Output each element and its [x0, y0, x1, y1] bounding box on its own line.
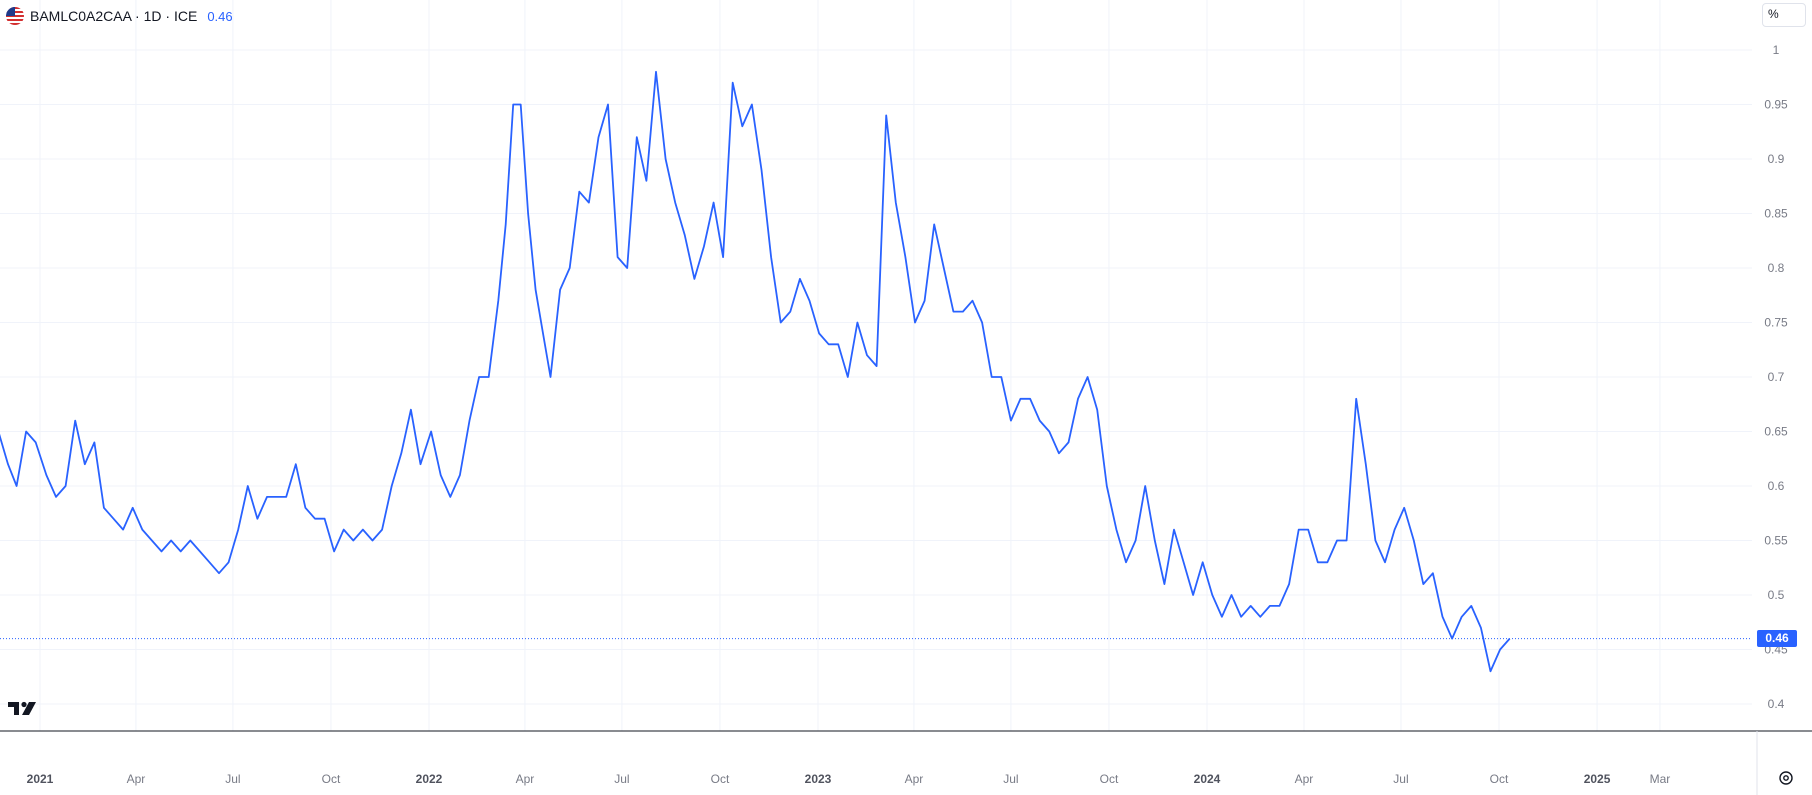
x-tick-label: Jul [225, 772, 240, 786]
y-tick-label: 1 [1773, 43, 1780, 57]
x-tick-label: Oct [711, 772, 730, 786]
y-tick-label: 0.95 [1764, 98, 1788, 112]
x-tick-label: Oct [322, 772, 341, 786]
x-tick-label: Apr [905, 772, 924, 786]
x-tick-label: 2023 [805, 772, 832, 786]
time-axis[interactable]: 2021 Apr Jul Oct 2022 Apr Jul Oct 2023 Apr Jul Oct 2… [27, 772, 1671, 786]
chart-grid [0, 0, 1752, 731]
x-tick-label: 2024 [1194, 772, 1221, 786]
y-tick-label: 0.6 [1768, 479, 1785, 493]
tradingview-logo-icon[interactable] [8, 699, 40, 724]
y-tick-label: 0.75 [1764, 316, 1788, 330]
x-tick-label: Jul [1003, 772, 1018, 786]
last-price-label: 0.46 [1757, 630, 1797, 648]
x-tick-label: Jul [614, 772, 629, 786]
y-tick-label: 0.7 [1768, 370, 1785, 384]
x-tick-label: 2021 [27, 772, 54, 786]
series-line [0, 70, 1511, 673]
y-tick-label: 0.85 [1764, 207, 1788, 221]
us-flag-icon [6, 7, 24, 25]
legend-symbol[interactable]: BAMLC0A2CAA · 1D · ICE [30, 8, 198, 24]
y-tick-label: 0.5 [1768, 588, 1785, 602]
x-tick-label: 2022 [416, 772, 443, 786]
unit-button[interactable]: % [1762, 3, 1806, 27]
settings-icon[interactable] [1777, 769, 1795, 787]
legend-last-value: 0.46 [207, 8, 233, 24]
y-tick-label: 0.55 [1764, 534, 1788, 548]
x-tick-label: Oct [1100, 772, 1119, 786]
y-tick-label: 0.4 [1768, 697, 1785, 711]
price-axis[interactable]: 10.950.90.850.80.750.70.650.60.550.50.45… [1764, 43, 1788, 711]
x-tick-label: Apr [127, 772, 146, 786]
y-tick-label: 0.65 [1764, 425, 1788, 439]
x-tick-label: Mar [1650, 772, 1671, 786]
x-tick-label: Jul [1393, 772, 1408, 786]
y-tick-label: 0.9 [1768, 152, 1785, 166]
y-tick-label: 0.8 [1768, 261, 1785, 275]
x-tick-label: Apr [1295, 772, 1314, 786]
x-tick-label: Apr [516, 772, 535, 786]
x-tick-label: Oct [1490, 772, 1509, 786]
legend[interactable]: BAMLC0A2CAA · 1D · ICE 0.46 [6, 6, 233, 26]
x-tick-label: 2025 [1584, 772, 1611, 786]
